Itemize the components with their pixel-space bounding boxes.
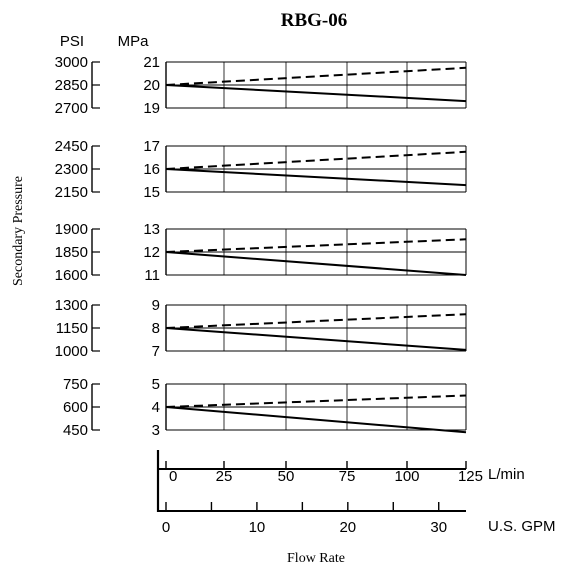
psi-tick-label: 1000 — [55, 343, 88, 360]
dashed-series-line — [165, 313, 467, 329]
lmin-tick-label: 0 — [169, 468, 177, 485]
mpa-tick-label: 5 — [152, 376, 160, 393]
psi-tick-label: 1900 — [55, 221, 88, 238]
mpa-tick-label: 19 — [143, 100, 160, 117]
mpa-tick-label: 11 — [144, 267, 160, 284]
psi-tick-label: 1600 — [55, 267, 88, 284]
lmin-tick-label: 25 — [216, 468, 233, 485]
lmin-tick-label: 100 — [394, 468, 419, 485]
mpa-tick-label: 8 — [152, 320, 160, 337]
mpa-tick-label: 4 — [152, 399, 160, 416]
panel-4: 1300 9 1150 8 1000 7 — [55, 297, 467, 360]
psi-tick-label: 1150 — [56, 320, 88, 337]
lmin-tick-label: 75 — [339, 468, 356, 485]
dashed-series-line — [165, 66, 467, 86]
gpm-tick-label: 20 — [339, 519, 356, 536]
solid-series-line — [165, 168, 467, 187]
psi-tick-label: 2150 — [55, 184, 88, 201]
panel-1: 3000 21 2850 20 2700 19 — [55, 54, 467, 117]
psi-tick-label: 2850 — [55, 77, 88, 94]
mpa-tick-label: 20 — [143, 77, 160, 94]
psi-tick-label: 600 — [63, 399, 88, 416]
gpm-unit-label: U.S. GPM — [488, 518, 556, 535]
lmin-tick-label: 50 — [278, 468, 295, 485]
panel-2: 2450 17 2300 16 2150 15 — [55, 138, 467, 201]
psi-tick-label: 3000 — [55, 54, 88, 71]
psi-tick-label: 2700 — [55, 100, 88, 117]
solid-series-line — [165, 251, 467, 276]
mpa-tick-label: 3 — [152, 422, 160, 439]
x-axis-label: Flow Rate — [287, 551, 345, 566]
solid-series-line — [165, 84, 467, 103]
gpm-tick-label: 30 — [430, 519, 447, 536]
mpa-tick-label: 12 — [143, 244, 160, 261]
psi-tick-label: 1300 — [55, 297, 88, 314]
gpm-tick-label: 10 — [249, 519, 266, 536]
mpa-tick-label: 17 — [143, 138, 160, 155]
solid-series-line — [165, 406, 467, 434]
psi-tick-label: 450 — [63, 422, 88, 439]
chart-title: RBG-06 — [281, 10, 348, 31]
psi-unit-label: PSI — [60, 33, 84, 50]
psi-tick-label: 750 — [63, 376, 88, 393]
y-axis-label: Secondary Pressure — [11, 176, 26, 286]
dashed-series-line — [165, 394, 467, 408]
mpa-tick-label: 7 — [152, 343, 160, 360]
psi-tick-label: 1850 — [55, 244, 88, 261]
panel-3: 1900 13 1850 12 1600 11 — [55, 221, 467, 284]
panel-5: 750 5 600 4 450 3 — [63, 376, 467, 439]
solid-series-line — [165, 327, 467, 351]
flow-axes-group: 0 25 50 75 100 125 0 10 20 30 — [156, 450, 483, 536]
mpa-tick-label: 13 — [143, 221, 160, 238]
mpa-unit-label: MPa — [118, 33, 150, 50]
panels-group: 3000 21 2850 20 2700 19 2450 17 2300 16 2150 15 1900… — [55, 54, 467, 439]
dashed-series-line — [165, 150, 467, 170]
mpa-tick-label: 16 — [143, 161, 160, 178]
mpa-tick-label: 15 — [143, 184, 160, 201]
lmin-tick-label: 125 — [458, 468, 483, 485]
mpa-tick-label: 9 — [152, 297, 160, 314]
lmin-unit-label: L/min — [488, 466, 525, 483]
mpa-tick-label: 21 — [143, 54, 160, 71]
dashed-series-line — [165, 238, 467, 253]
psi-tick-label: 2450 — [55, 138, 88, 155]
gpm-tick-label: 0 — [162, 519, 170, 536]
psi-tick-label: 2300 — [55, 161, 88, 178]
